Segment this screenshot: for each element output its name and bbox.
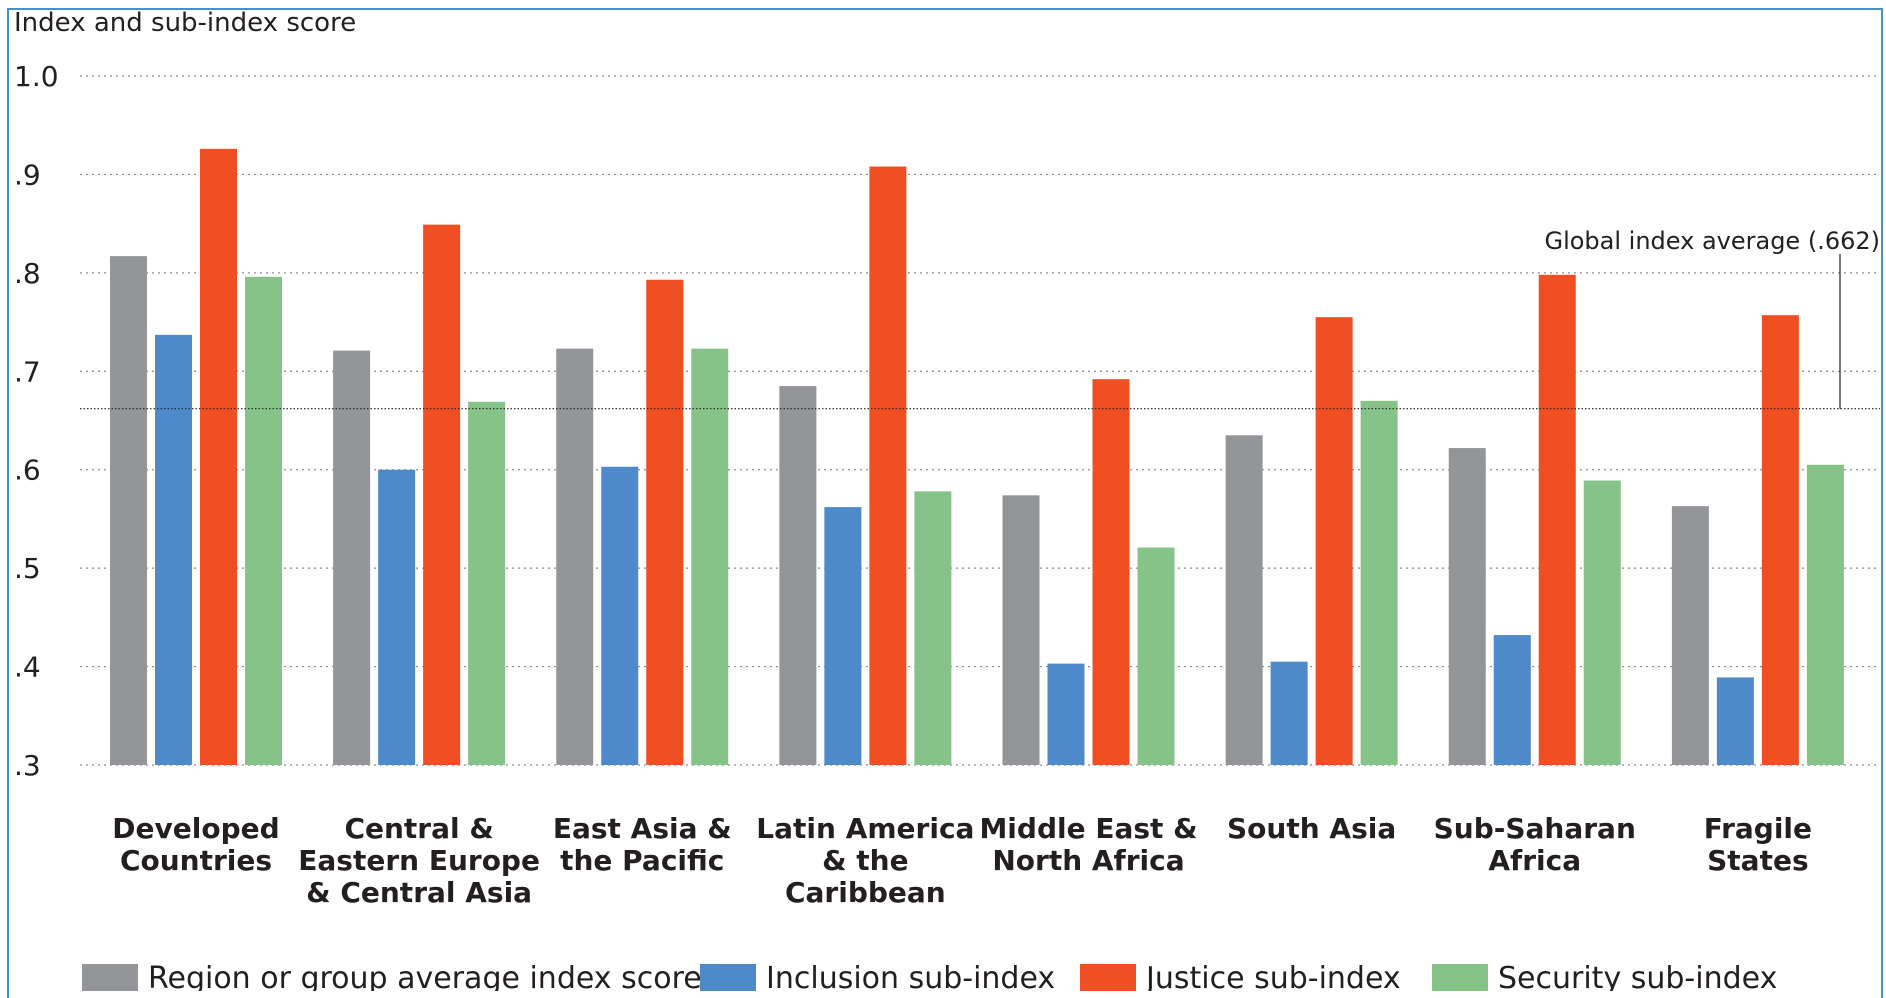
legend: Region or group average index score Inclu… <box>82 961 1777 991</box>
y-tick-label: .5 <box>14 552 41 585</box>
category-label: States <box>1707 844 1809 877</box>
category-label: Central & <box>344 812 493 845</box>
bar <box>1448 448 1486 765</box>
category-label: Fragile <box>1704 812 1812 845</box>
bar <box>869 166 907 765</box>
bar <box>1716 677 1754 765</box>
annotation-label: Global index average (.662) <box>1544 227 1880 255</box>
category-label: Middle East & <box>979 812 1197 845</box>
y-tick-label: .8 <box>14 257 41 290</box>
category-label: Africa <box>1488 844 1581 877</box>
legend-label: Security sub-index <box>1498 961 1777 991</box>
bar <box>779 386 817 765</box>
legend-swatch <box>1432 964 1488 991</box>
category-label: Countries <box>120 844 272 877</box>
y-tick-label: .9 <box>14 158 41 191</box>
bar <box>1761 315 1799 765</box>
chart-frame <box>7 8 1883 998</box>
bar <box>914 491 952 765</box>
bar <box>110 256 147 765</box>
bar <box>1002 495 1040 765</box>
bar <box>378 469 416 765</box>
bars <box>110 148 1844 765</box>
legend-swatch <box>700 964 756 991</box>
bar <box>1270 661 1308 765</box>
category-label: North Africa <box>992 844 1184 877</box>
bar <box>1806 464 1844 765</box>
bar <box>1493 635 1531 765</box>
bar <box>155 334 192 765</box>
bar <box>1047 663 1085 765</box>
bar <box>1360 400 1398 765</box>
y-axis-title: Index and sub-index score <box>14 8 356 38</box>
category-label: Eastern Europe <box>298 844 540 877</box>
bar <box>1315 317 1353 765</box>
bar <box>1671 506 1709 765</box>
bar <box>1225 435 1263 765</box>
y-tick-label: .6 <box>14 454 41 487</box>
category-label: Caribbean <box>785 876 946 909</box>
category-label: Sub-Saharan <box>1434 812 1636 845</box>
category-label: & Central Asia <box>306 876 532 909</box>
y-tick-label: 1.0 <box>14 60 59 93</box>
global-average-line: Global index average (.662) <box>80 227 1880 410</box>
bar <box>1092 379 1130 765</box>
category-label: & the <box>822 844 908 877</box>
bar <box>423 224 461 765</box>
bar <box>200 148 237 765</box>
legend-swatch <box>1080 964 1136 991</box>
bar <box>556 348 594 765</box>
bar <box>245 276 282 765</box>
category-label: Latin America <box>756 812 974 845</box>
y-tick-label: .7 <box>14 355 41 388</box>
legend-label: Region or group average index score <box>148 961 702 991</box>
bar <box>1137 547 1175 765</box>
bar <box>824 507 862 765</box>
bar <box>468 401 506 765</box>
bar <box>691 348 729 765</box>
bar <box>646 279 684 765</box>
y-tick-label: .3 <box>14 749 41 782</box>
category-label: Developed <box>112 812 279 845</box>
legend-label: Justice sub-index <box>1144 961 1401 991</box>
category-label: East Asia & <box>553 812 732 845</box>
bar <box>1583 480 1621 765</box>
legend-label: Inclusion sub-index <box>766 961 1055 991</box>
bar <box>1538 274 1576 765</box>
bar <box>333 350 371 765</box>
category-label: South Asia <box>1227 812 1396 845</box>
bar <box>601 466 639 765</box>
y-axis-ticks: 1.0 .9 .8 .7 .6 .5 .4 .3 <box>14 60 59 782</box>
y-tick-label: .4 <box>14 651 41 684</box>
category-label: the Pacific <box>560 844 724 877</box>
legend-swatch <box>82 964 138 991</box>
